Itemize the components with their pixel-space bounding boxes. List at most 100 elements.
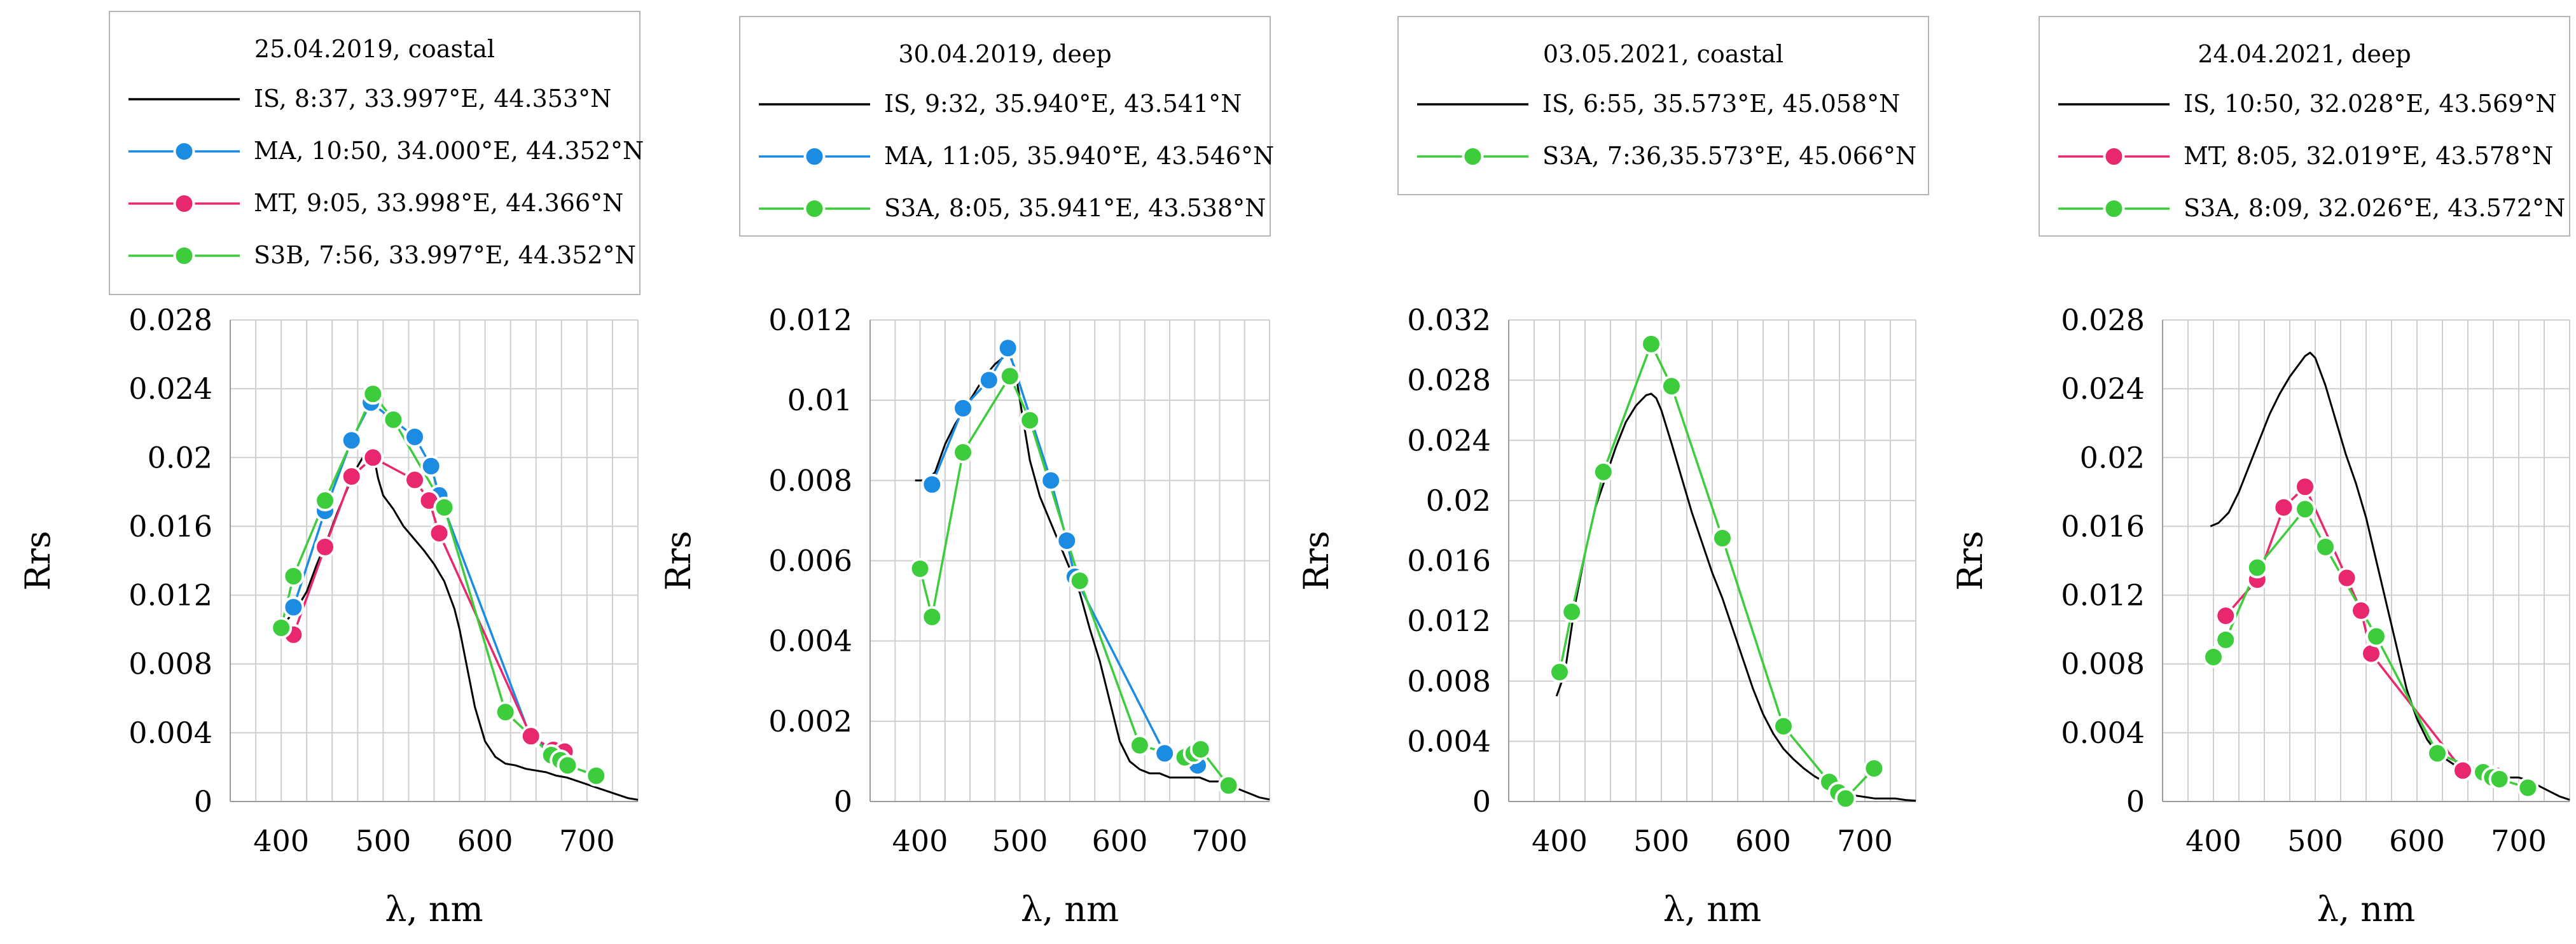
x-tick-label: 500 [2287, 824, 2343, 858]
data-point-s3a [2315, 536, 2336, 558]
legend-box [2039, 16, 2570, 237]
data-point-mt [2294, 476, 2316, 498]
data-point-s3a [2427, 742, 2448, 765]
y-tick-label: 0.004 [2061, 716, 2145, 750]
y-tick-label: 0.008 [2061, 647, 2145, 681]
legend-box [109, 11, 641, 295]
data-point-mt [520, 725, 542, 747]
y-tick-label: 0.01 [787, 383, 852, 417]
chart-title: 25.04.2019, coastal [254, 35, 495, 63]
y-tick-label: 0.016 [1407, 544, 1491, 578]
legend: 30.04.2019, deep IS, 9:32, 35.940°E, 43.5… [739, 16, 1274, 237]
legend-swatch-marker [173, 141, 195, 162]
x-axis-label: λ, nm [1663, 889, 1762, 929]
legend-entry-label: MT, 8:05, 32.019°E, 43.578°N [2184, 142, 2553, 170]
data-point-s3b [362, 383, 384, 405]
legend-entry-label: MA, 10:50, 34.000°E, 44.352°N [254, 137, 644, 165]
data-point-s3a [1549, 661, 1570, 683]
legend-swatch-marker [2103, 146, 2125, 167]
data-point-mt [362, 447, 384, 469]
legend-swatch-marker [803, 146, 826, 167]
series-line-ma [292, 401, 565, 755]
y-tick-label: 0.012 [1407, 604, 1491, 638]
data-point-mt [314, 536, 336, 558]
data-point-s3a [1019, 409, 1041, 431]
y-tick-label: 0.024 [1407, 423, 1491, 457]
data-point-s3a [2365, 625, 2387, 648]
y-tick-label: 0.004 [768, 624, 852, 658]
data-point-mt [404, 469, 426, 491]
data-point-s3b [585, 765, 607, 787]
x-tick-label: 700 [1192, 824, 1248, 858]
chart-title: 30.04.2019, deep [898, 40, 1111, 68]
x-tick-label: 500 [1633, 824, 1689, 858]
series-line-is [915, 355, 1270, 801]
x-tick-label: 400 [253, 824, 309, 858]
x-tick-label: 600 [457, 824, 513, 858]
data-point-s3a [1834, 788, 1857, 810]
data-point-ma [282, 596, 305, 618]
data-point-ma [1040, 469, 1062, 492]
y-tick-label: 0.032 [1407, 303, 1491, 337]
legend-entry-label: S3A, 7:36,35.573°E, 45.066°N [1542, 142, 1916, 170]
data-point-s3a [1069, 570, 1091, 592]
legend-entry-label: S3A, 8:05, 35.941°E, 43.538°N [884, 194, 1266, 222]
data-point-s3b [270, 616, 293, 639]
x-axis-label: λ, nm [2317, 889, 2416, 929]
data-point-mt [2273, 496, 2295, 518]
y-tick-label: 0.008 [1407, 664, 1491, 698]
data-point-s3a [2294, 498, 2316, 520]
legend-entry-label: IS, 8:37, 33.997°E, 44.353°N [254, 85, 611, 113]
y-tick-label: 0.016 [128, 509, 212, 543]
data-point-s3b [433, 496, 455, 518]
legend: 03.05.2021, coastal IS, 6:55, 35.573°E, 4… [1397, 16, 1929, 195]
data-point-s3a [2203, 646, 2224, 668]
y-tick-label: 0.006 [768, 544, 852, 578]
legend-swatch-marker [173, 245, 195, 267]
y-axis-label: Rrs [18, 531, 58, 590]
y-axis-label: Rrs [658, 531, 698, 590]
legend-swatch-marker [803, 198, 826, 219]
data-point-s3a [2215, 628, 2237, 651]
legend-entry-label: S3A, 8:09, 32.026°E, 43.572°N [2184, 194, 2565, 222]
y-tick-label: 0.028 [2061, 303, 2145, 337]
y-tick-label: 0.012 [2061, 578, 2145, 613]
x-axis-label: λ, nm [1021, 889, 1119, 929]
x-tick-label: 500 [355, 824, 411, 858]
data-point-s3a [999, 365, 1021, 387]
data-point-s3a [921, 606, 943, 628]
y-tick-label: 0.02 [2080, 440, 2145, 475]
y-tick-label: 0.024 [128, 371, 212, 406]
data-point-ma [978, 369, 1000, 391]
data-point-ma [997, 337, 1019, 359]
chart-title: 03.05.2021, coastal [1543, 40, 1783, 68]
chart-panel-4: 0 0.004 0.008 0.012 0.016 0.02 0.024 0.028 400 50… [1950, 16, 2570, 929]
data-point-mt [2336, 567, 2358, 589]
legend-box [1397, 16, 1929, 195]
data-point-s3a [1561, 600, 1583, 623]
y-tick-label: 0.012 [768, 303, 852, 337]
data-point-s3b [494, 701, 516, 723]
data-point-ma [952, 397, 974, 419]
data-point-s3a [952, 441, 974, 464]
data-point-s3a [1863, 757, 1885, 779]
x-tick-label: 400 [892, 824, 948, 858]
data-point-mt [2215, 605, 2237, 627]
y-tick-label: 0.028 [128, 303, 212, 337]
y-tick-label: 0.024 [2061, 371, 2145, 406]
x-tick-label: 600 [1735, 824, 1791, 858]
data-point-s3a [1189, 738, 1212, 760]
x-tick-label: 700 [2491, 824, 2547, 858]
y-tick-label: 0.016 [2061, 509, 2145, 543]
data-point-s3a [2488, 768, 2510, 790]
x-tick-label: 400 [1532, 824, 1588, 858]
x-tick-label: 700 [559, 824, 615, 858]
data-point-s3a [909, 558, 931, 580]
legend-swatch-marker [1462, 146, 1484, 167]
data-point-ma [1154, 742, 1176, 765]
data-point-s3a [1640, 333, 1662, 355]
data-point-s3b [557, 754, 579, 777]
legend-swatch-marker [2103, 198, 2125, 219]
y-tick-label: 0 [2126, 784, 2145, 819]
